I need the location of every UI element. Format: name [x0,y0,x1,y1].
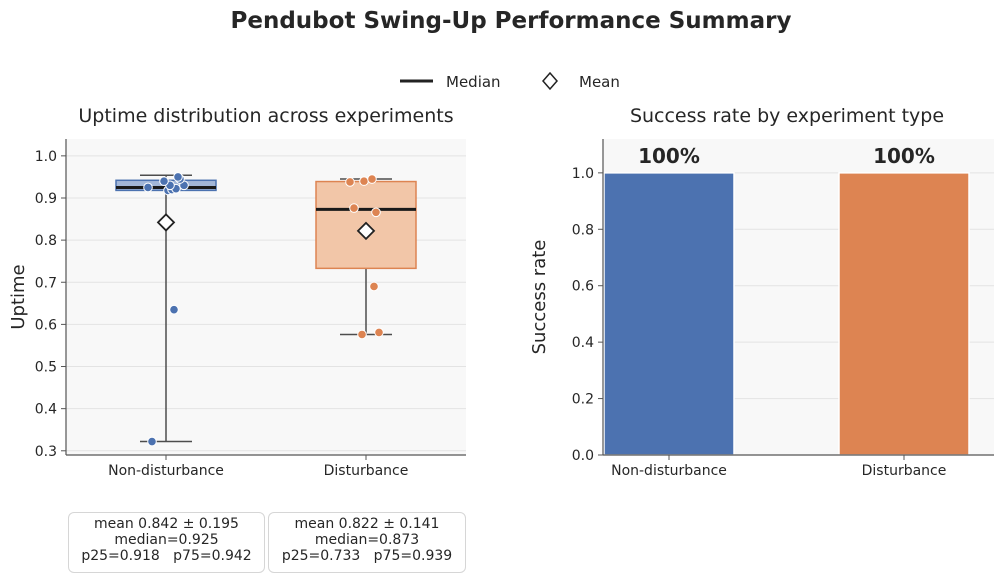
bar-y-axis-label: Success rate [529,240,550,355]
stats-percentiles-disturbance: p25=0.733 p75=0.939 [281,548,453,564]
stats-mean-disturbance: mean 0.822 ± 0.141 [294,516,440,532]
uptime-box-panel: Uptime distribution across experiments U… [8,105,466,479]
success-bar-panel: Success rate by experiment type Success … [529,105,994,479]
figure-title: Pendubot Swing-Up Performance Summary [231,8,792,34]
bar-panel-title: Success rate by experiment type [630,105,944,127]
bar-x-tick-label-disturbance: Disturbance [862,463,947,479]
mean-marker-disturbance [356,221,376,241]
legend-mean-diamond-icon [542,71,558,91]
bar-x-tick-label-non-disturbance: Non-disturbance [611,463,727,479]
bar-disturbance [838,172,970,456]
box-y-axis-label: Uptime [8,264,29,329]
box-y-tick-label: 0.3 [35,444,57,460]
data-point-disturbance [374,327,384,338]
data-point-non-disturbance [143,182,153,193]
data-point-non-disturbance [169,304,179,315]
data-point-disturbance [371,207,381,218]
bar-y-tick-label: 0.2 [572,392,594,408]
box-y-tick-label: 0.4 [35,402,57,418]
box-panel-title: Uptime distribution across experiments [78,105,453,127]
bar-y-tick-label: 0.8 [572,222,594,238]
legend-mean-label: Mean [579,73,620,91]
data-point-disturbance [349,203,359,213]
bar-value-label-non-disturbance: 100% [638,144,700,168]
legend-median-label: Median [446,73,501,91]
mean-marker-non-disturbance [156,213,176,232]
data-point-non-disturbance [173,172,183,182]
data-point-disturbance [367,174,377,184]
stats-box-disturbance: mean 0.822 ± 0.141 median=0.873 p25=0.73… [268,512,466,573]
box-y-tick-label: 0.5 [35,360,57,376]
bar-y-tick-label: 0.0 [572,448,594,464]
data-point-non-disturbance [147,436,157,447]
bar-value-label-disturbance: 100% [873,144,935,168]
box-y-tick-label: 0.8 [35,233,57,249]
legend: Median Mean [400,71,620,91]
stats-median-disturbance: median=0.873 [314,532,420,548]
stats-percentiles-non-disturbance: p25=0.918 p75=0.942 [81,548,252,564]
bar-y-tick-label: 0.4 [572,335,594,351]
bar-y-tick-label: 0.6 [572,279,594,295]
data-point-non-disturbance [159,176,169,186]
box-y-tick-label: 1.0 [35,149,57,165]
box-x-tick-label-disturbance: Disturbance [324,463,409,479]
data-point-disturbance [357,329,367,340]
data-point-disturbance [369,281,379,292]
bar-non-disturbance [603,172,735,456]
box-y-tick-label: 0.7 [35,275,57,291]
box-y-tick-label: 0.9 [35,191,57,207]
data-point-disturbance [345,177,355,187]
stats-mean-non-disturbance: mean 0.842 ± 0.195 [94,516,239,532]
stats-median-non-disturbance: median=0.925 [114,532,219,548]
data-point-disturbance [359,176,369,186]
bar-y-tick-label: 1.0 [572,166,594,182]
box-y-tick-label: 0.6 [35,317,57,333]
box-x-tick-label-non-disturbance: Non-disturbance [108,463,224,479]
stats-box-non-disturbance: mean 0.842 ± 0.195 median=0.925 p25=0.91… [68,512,265,573]
